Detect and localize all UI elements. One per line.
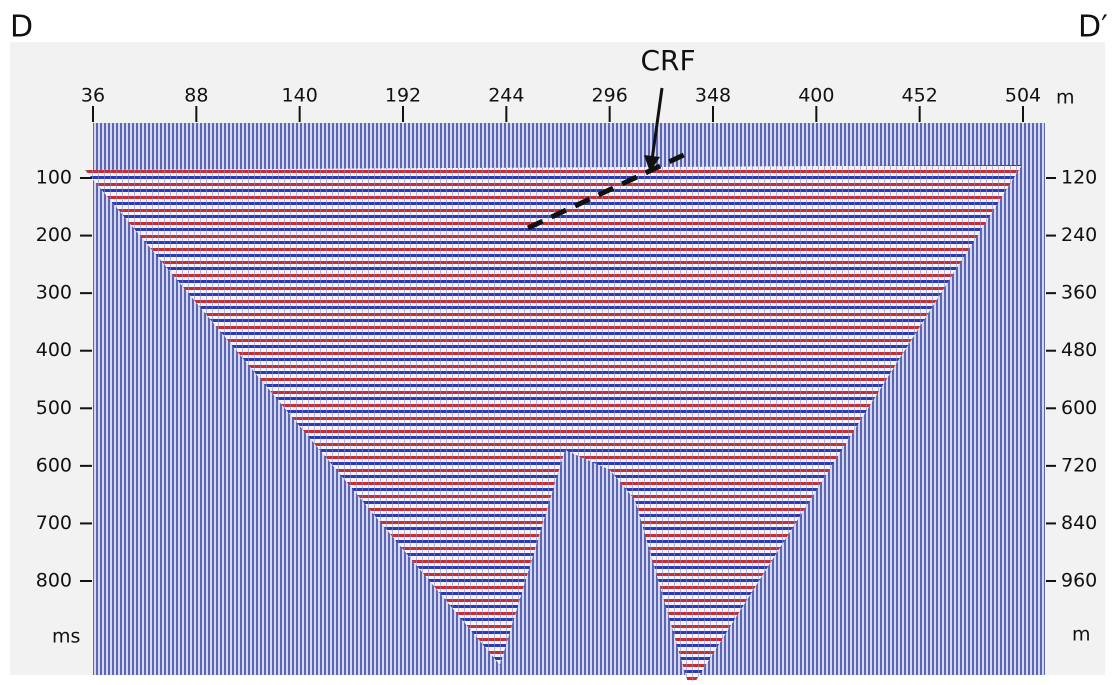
- left-tick-label: 700: [36, 512, 72, 534]
- left-tick-label: 400: [36, 339, 72, 361]
- right-tick-label: 960: [1061, 570, 1097, 592]
- top-tick-label: 192: [385, 85, 421, 107]
- seismic-figure: D D′ CRF m ms m 36 88 140 192 244 296 348 400 45…: [0, 0, 1115, 681]
- right-tick-label: 240: [1061, 224, 1097, 246]
- section-label: D: [10, 10, 33, 45]
- right-tick-label: 840: [1061, 512, 1097, 534]
- left-tick-label: 800: [36, 570, 72, 592]
- top-tick-label: 88: [184, 85, 208, 107]
- page: {"labels": {"left": "D", "right": "D′", …: [0, 0, 1115, 681]
- top-tick-label: 400: [798, 85, 834, 107]
- section-label: D′: [1078, 10, 1108, 45]
- top-tick-label: 348: [695, 85, 731, 107]
- left-tick-label: 100: [36, 167, 72, 189]
- left-tick-label: 500: [36, 397, 72, 419]
- top-tick-label: 36: [81, 85, 105, 107]
- left-tick-label: 200: [36, 224, 72, 246]
- right-tick-label: 480: [1061, 339, 1097, 361]
- top-tick-label: 296: [592, 85, 628, 107]
- right-tick-label: 600: [1061, 397, 1097, 419]
- axis-unit: ms: [52, 626, 80, 648]
- top-tick-label: 244: [488, 85, 524, 107]
- axis-unit: m: [1056, 87, 1075, 109]
- right-tick-label: 720: [1061, 454, 1097, 476]
- top-tick-label: 452: [902, 85, 938, 107]
- top-tick-label: 140: [282, 85, 318, 107]
- annotation: CRF: [640, 44, 695, 77]
- axis-unit: m: [1072, 624, 1091, 646]
- top-tick-label: 504: [1005, 85, 1041, 107]
- left-tick-label: 600: [36, 454, 72, 476]
- right-tick-label: 360: [1061, 282, 1097, 304]
- right-tick-label: 120: [1061, 167, 1097, 189]
- left-tick-label: 300: [36, 282, 72, 304]
